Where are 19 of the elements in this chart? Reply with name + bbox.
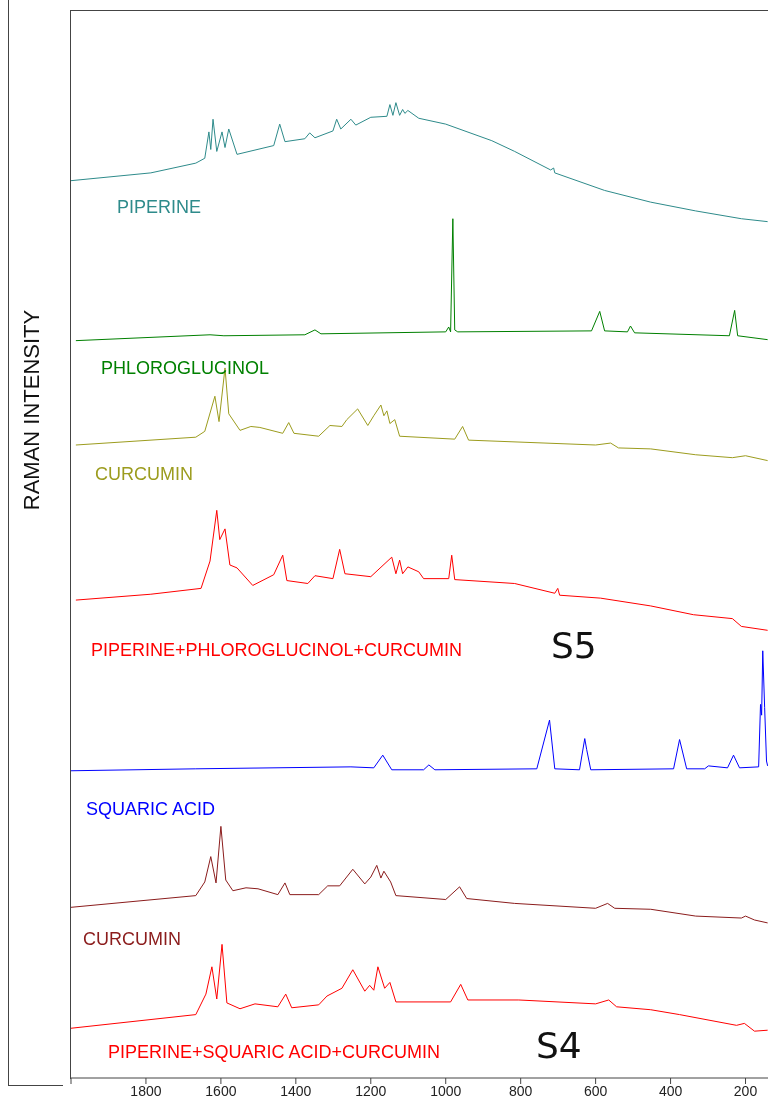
x-tick-label: 600 — [583, 1082, 608, 1099]
series-label: CURCUMIN — [83, 928, 181, 950]
x-tick-label: 1200 — [355, 1082, 387, 1099]
series-label: PIPERINE — [117, 196, 202, 218]
x-tick-label: 200 — [733, 1082, 758, 1099]
x-tick-label: 1800 — [130, 1082, 162, 1099]
x-tick-label: 800 — [509, 1082, 533, 1099]
x-tick-label: 1400 — [280, 1082, 312, 1099]
text: PIPERINE+PHLOROGLUCINOL+CURCUMIN — [91, 639, 463, 661]
series-label: PIPERINE+SQUARIC ACID+CURCUMIN — [108, 1041, 441, 1063]
x-tick-label: 1000 — [430, 1082, 462, 1099]
annotation: S5 — [551, 624, 597, 666]
x-tick-label: 400 — [658, 1082, 683, 1099]
series-label: PHLOROGLUCINOL — [101, 357, 270, 379]
y-axis-title: RAMAN INTENSITY — [19, 309, 45, 511]
series-label: CURCUMIN — [95, 463, 193, 485]
annotation: S4 — [536, 1024, 582, 1066]
x-tick-label: 1600 — [205, 1082, 237, 1099]
series-label: SQUARIC ACID — [86, 798, 216, 820]
